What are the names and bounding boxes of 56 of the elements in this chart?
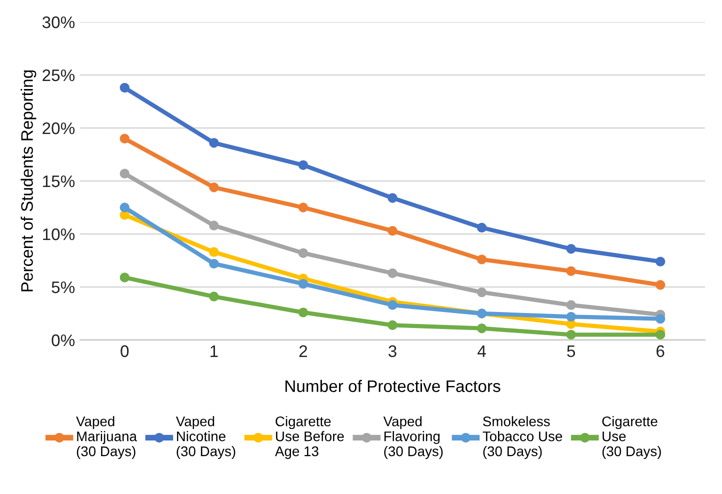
point xyxy=(209,258,219,269)
point xyxy=(209,292,219,302)
point xyxy=(298,308,308,318)
x-tick-label: 0 xyxy=(120,345,129,358)
x-tick-label: 4 xyxy=(478,345,486,357)
point xyxy=(209,182,219,192)
legend-label: Cigarette Use Before Age 13 xyxy=(274,416,344,459)
y-tick-label: 0% xyxy=(52,334,75,346)
point xyxy=(566,266,576,276)
point xyxy=(388,268,398,278)
x-tick-label: 1 xyxy=(210,345,218,357)
legend-label: Vaped Flavoring (30 Days) xyxy=(383,416,443,459)
point xyxy=(388,300,398,310)
y-tick-label: 10% xyxy=(43,228,75,240)
point xyxy=(566,330,576,340)
point xyxy=(655,256,666,266)
point xyxy=(298,202,308,212)
point xyxy=(298,248,308,258)
point xyxy=(298,278,308,289)
point xyxy=(566,312,576,322)
legend-label: Cigarette Use (30 Days) xyxy=(602,416,661,459)
point xyxy=(476,254,487,264)
point xyxy=(120,272,130,282)
y-tick-label: 5% xyxy=(52,281,75,294)
point xyxy=(476,287,487,298)
x-axis-title: Number of Protective Factors xyxy=(286,380,500,392)
point xyxy=(655,314,666,324)
point xyxy=(566,244,576,254)
legend-label: Vaped Nicotine (30 Days) xyxy=(176,416,236,459)
point xyxy=(476,222,487,232)
y-tick-label: 25% xyxy=(42,69,75,82)
y-tick-label: 15% xyxy=(43,175,75,188)
point xyxy=(209,220,219,230)
point xyxy=(120,82,130,93)
point xyxy=(120,134,130,144)
x-tick-label: 5 xyxy=(567,345,576,358)
y-tick-label: 20% xyxy=(42,122,75,134)
point xyxy=(209,138,219,148)
point xyxy=(655,330,666,340)
point xyxy=(120,168,130,178)
point xyxy=(476,323,487,334)
x-tick-label: 6 xyxy=(656,345,664,358)
point xyxy=(388,226,398,236)
point xyxy=(298,160,308,170)
point xyxy=(120,202,130,212)
x-tick-label: 3 xyxy=(388,345,396,358)
y-tick-label: 30% xyxy=(42,16,75,28)
point xyxy=(655,280,666,290)
x-tick-label: 2 xyxy=(299,345,308,357)
point xyxy=(388,320,398,330)
legend-label: Vaped Marijuana (30 Days) xyxy=(76,416,137,459)
point xyxy=(566,300,576,310)
point xyxy=(388,193,398,203)
point xyxy=(209,247,219,257)
y-axis-title: Percent of Students Reporting xyxy=(20,70,36,292)
legend-label: Smokeless Tobacco Use (30 Days) xyxy=(482,416,562,459)
